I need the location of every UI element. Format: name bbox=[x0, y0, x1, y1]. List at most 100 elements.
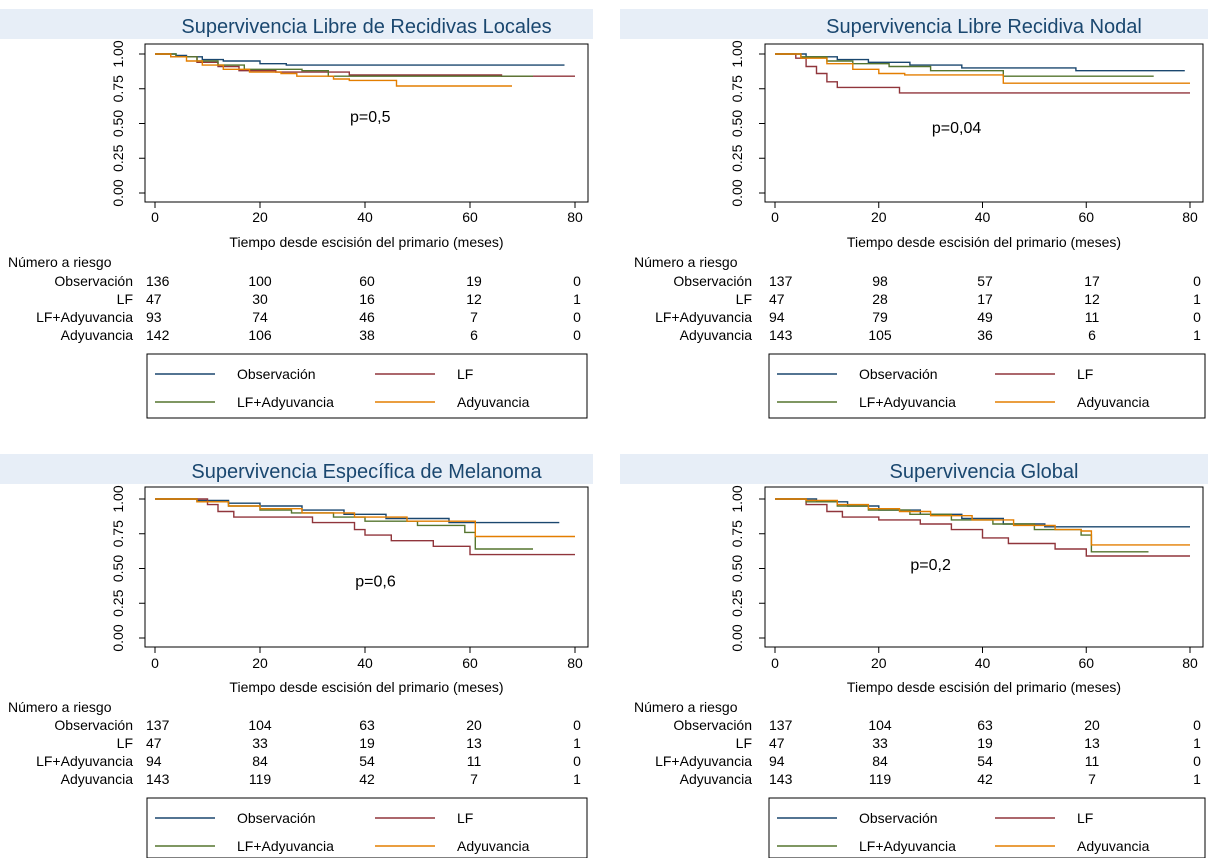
risk-count: 104 bbox=[868, 717, 892, 733]
risk-row-label: Adyuvancia bbox=[680, 771, 753, 787]
p-value-annotation: p=0,04 bbox=[932, 120, 981, 137]
risk-count: 47 bbox=[769, 735, 785, 751]
y-tick-label: 1.00 bbox=[729, 40, 745, 67]
chart-title: Supervivencia Específica de Melanoma bbox=[191, 461, 542, 483]
y-tick-label: 0.50 bbox=[729, 555, 745, 582]
p-value-annotation: p=0,2 bbox=[910, 557, 951, 574]
risk-count: 74 bbox=[252, 309, 268, 325]
risk-count: 46 bbox=[359, 309, 375, 325]
legend-label: LF bbox=[1077, 810, 1093, 826]
legend-label: Adyuvancia bbox=[1077, 838, 1150, 854]
legend-label: Adyuvancia bbox=[1077, 394, 1150, 410]
risk-count: 47 bbox=[769, 291, 785, 307]
risk-row-label: Observación bbox=[54, 717, 133, 733]
y-tick-label: 0.75 bbox=[110, 75, 126, 102]
risk-count: 36 bbox=[977, 327, 993, 343]
x-tick-label: 60 bbox=[1078, 655, 1094, 671]
x-tick-label: 0 bbox=[771, 209, 779, 225]
risk-count: 28 bbox=[872, 291, 888, 307]
risk-count: 143 bbox=[769, 771, 793, 787]
risk-count: 57 bbox=[977, 273, 993, 289]
y-tick-label: 1.00 bbox=[110, 40, 126, 67]
risk-count: 98 bbox=[872, 273, 888, 289]
y-tick-label: 0.50 bbox=[110, 110, 126, 137]
risk-row-label: Observación bbox=[673, 273, 752, 289]
risk-count: 6 bbox=[1088, 327, 1096, 343]
risk-count: 94 bbox=[146, 753, 162, 769]
y-tick-label: 0.75 bbox=[729, 75, 745, 102]
risk-count: 7 bbox=[1088, 771, 1096, 787]
risk-count: 143 bbox=[769, 327, 793, 343]
title-band bbox=[620, 454, 1208, 484]
legend-label: Observación bbox=[237, 366, 316, 382]
risk-count: 17 bbox=[1084, 273, 1100, 289]
risk-count: 11 bbox=[1085, 309, 1100, 325]
x-tick-label: 0 bbox=[151, 209, 159, 225]
y-tick-label: 0.50 bbox=[110, 555, 126, 582]
risk-table-header: Número a riesgo bbox=[634, 699, 738, 715]
x-tick-label: 0 bbox=[771, 655, 779, 671]
x-axis-label: Tiempo desde escisión del primario (mese… bbox=[229, 679, 503, 695]
x-tick-label: 60 bbox=[462, 209, 478, 225]
risk-count: 0 bbox=[573, 753, 581, 769]
p-value-annotation: p=0,5 bbox=[350, 109, 391, 126]
y-tick-label: 1.00 bbox=[729, 485, 745, 512]
y-tick-label: 0.50 bbox=[729, 110, 745, 137]
risk-count: 0 bbox=[1193, 753, 1201, 769]
risk-count: 136 bbox=[146, 273, 170, 289]
risk-count: 11 bbox=[467, 753, 482, 769]
chart-panel: Supervivencia Libre Recidiva Nodal 0.00 0.… bbox=[620, 9, 1208, 419]
risk-count: 6 bbox=[470, 327, 478, 343]
risk-count: 0 bbox=[573, 273, 581, 289]
p-value-annotation: p=0,6 bbox=[355, 574, 396, 591]
legend-label: LF bbox=[1077, 366, 1093, 382]
y-tick-label: 0.75 bbox=[110, 520, 126, 547]
risk-count: 84 bbox=[252, 753, 268, 769]
y-tick-label: 0.00 bbox=[110, 179, 126, 206]
risk-count: 16 bbox=[359, 291, 375, 307]
risk-row-label: LF bbox=[736, 735, 752, 751]
risk-count: 94 bbox=[769, 753, 785, 769]
legend-box bbox=[146, 797, 588, 858]
risk-row-label: Adyuvancia bbox=[61, 327, 134, 343]
y-tick-label: 0.25 bbox=[110, 589, 126, 616]
risk-row-label: LF+Adyuvancia bbox=[655, 309, 752, 325]
legend-label: LF bbox=[457, 810, 473, 826]
risk-count: 54 bbox=[359, 753, 375, 769]
plot-area bbox=[144, 486, 589, 648]
chart-panel: Supervivencia Específica de Melanoma 0.00… bbox=[0, 454, 593, 858]
survival-curve-3 bbox=[155, 53, 512, 87]
survival-curve-0 bbox=[155, 53, 565, 66]
risk-count: 20 bbox=[466, 717, 482, 733]
risk-row-label: LF+Adyuvancia bbox=[655, 753, 752, 769]
risk-count: 19 bbox=[359, 735, 375, 751]
risk-count: 1 bbox=[573, 771, 581, 787]
survival-curve-3 bbox=[775, 53, 1190, 84]
risk-count: 63 bbox=[359, 717, 375, 733]
plot-area bbox=[144, 43, 589, 203]
risk-count: 0 bbox=[1193, 309, 1201, 325]
x-axis-label: Tiempo desde escisión del primario (mese… bbox=[229, 234, 503, 250]
risk-count: 19 bbox=[466, 273, 482, 289]
legend-box bbox=[768, 797, 1206, 858]
risk-count: 0 bbox=[573, 327, 581, 343]
risk-row-label: Adyuvancia bbox=[680, 327, 753, 343]
risk-table-header: Número a riesgo bbox=[8, 699, 112, 715]
risk-table-header: Número a riesgo bbox=[634, 254, 738, 270]
y-tick-label: 0.00 bbox=[729, 179, 745, 206]
risk-row-label: LF bbox=[117, 735, 133, 751]
risk-count: 13 bbox=[466, 735, 482, 751]
risk-count: 49 bbox=[977, 309, 993, 325]
x-tick-label: 80 bbox=[567, 209, 583, 225]
risk-count: 13 bbox=[1084, 735, 1100, 751]
y-tick-label: 0.75 bbox=[729, 520, 745, 547]
title-band bbox=[0, 454, 593, 484]
survival-curve-2 bbox=[775, 53, 1154, 77]
legend-label: LF+Adyuvancia bbox=[859, 394, 956, 410]
risk-count: 142 bbox=[146, 327, 170, 343]
legend: Observación LF LF+Adyuvancia Adyuvancia bbox=[768, 797, 1206, 858]
risk-count: 0 bbox=[573, 717, 581, 733]
risk-count: 12 bbox=[466, 291, 482, 307]
y-tick-label: 0.00 bbox=[110, 624, 126, 651]
